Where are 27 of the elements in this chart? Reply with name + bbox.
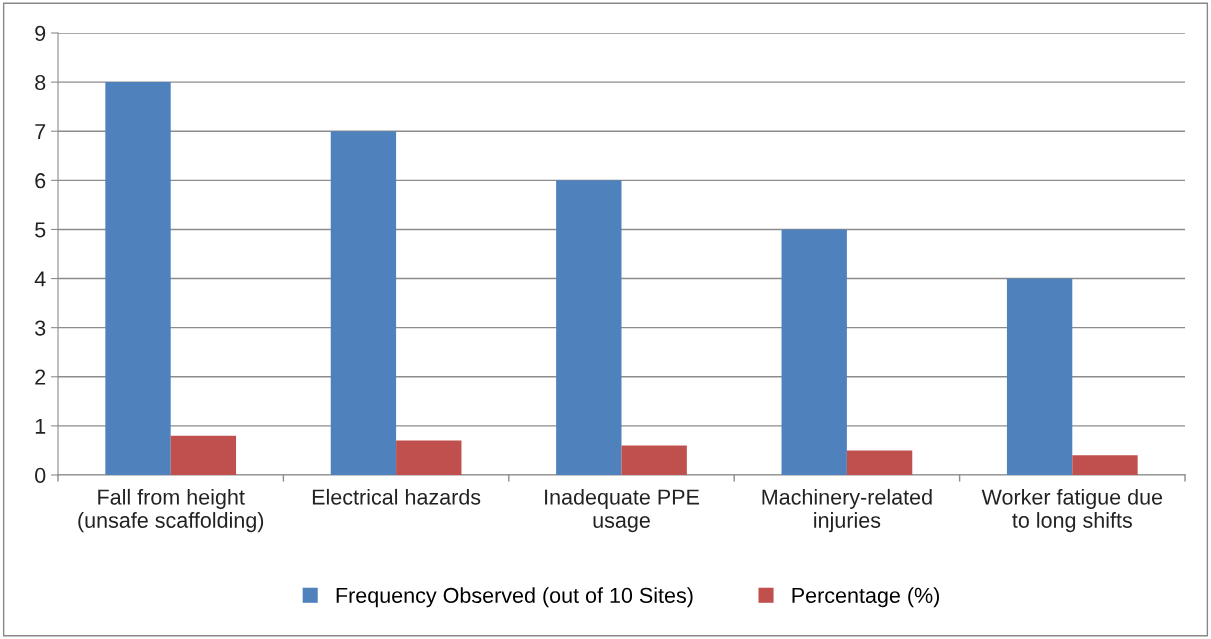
y-tick-label: 3 <box>35 320 46 336</box>
bar <box>781 229 847 475</box>
x-tick-label: Machinery-related injuries <box>762 488 932 533</box>
y-tick-label: 0 <box>35 467 46 484</box>
x-tick-label: Worker fatigue due to long shifts <box>981 488 1163 533</box>
bar <box>105 82 171 475</box>
legend-label: Frequency Observed (out of 10 Sites) <box>336 587 693 608</box>
x-tick-label: Fall from height (unsafe scaffolding) <box>78 488 264 533</box>
y-tick-label: 6 <box>35 173 46 189</box>
x-tick-label: Inadequate PPE usage <box>545 488 699 533</box>
bar <box>1072 455 1138 475</box>
legend-label: Percentage (%) <box>792 587 940 608</box>
y-tick-label: 4 <box>34 271 46 287</box>
bar <box>1006 278 1073 475</box>
bar <box>330 131 397 475</box>
bar <box>170 435 237 475</box>
y-tick-label: 8 <box>35 74 46 91</box>
y-tick-label: 9 <box>35 25 46 42</box>
bar <box>556 180 622 475</box>
y-tick-label: 2 <box>35 369 46 385</box>
y-tick-label: 7 <box>35 124 46 140</box>
y-tick-label: 5 <box>35 222 46 238</box>
x-tick-label: Electrical hazards <box>312 488 481 505</box>
bar <box>396 440 462 475</box>
y-tick-label: 1 <box>35 418 46 434</box>
bar <box>621 445 687 475</box>
bar <box>846 450 913 475</box>
